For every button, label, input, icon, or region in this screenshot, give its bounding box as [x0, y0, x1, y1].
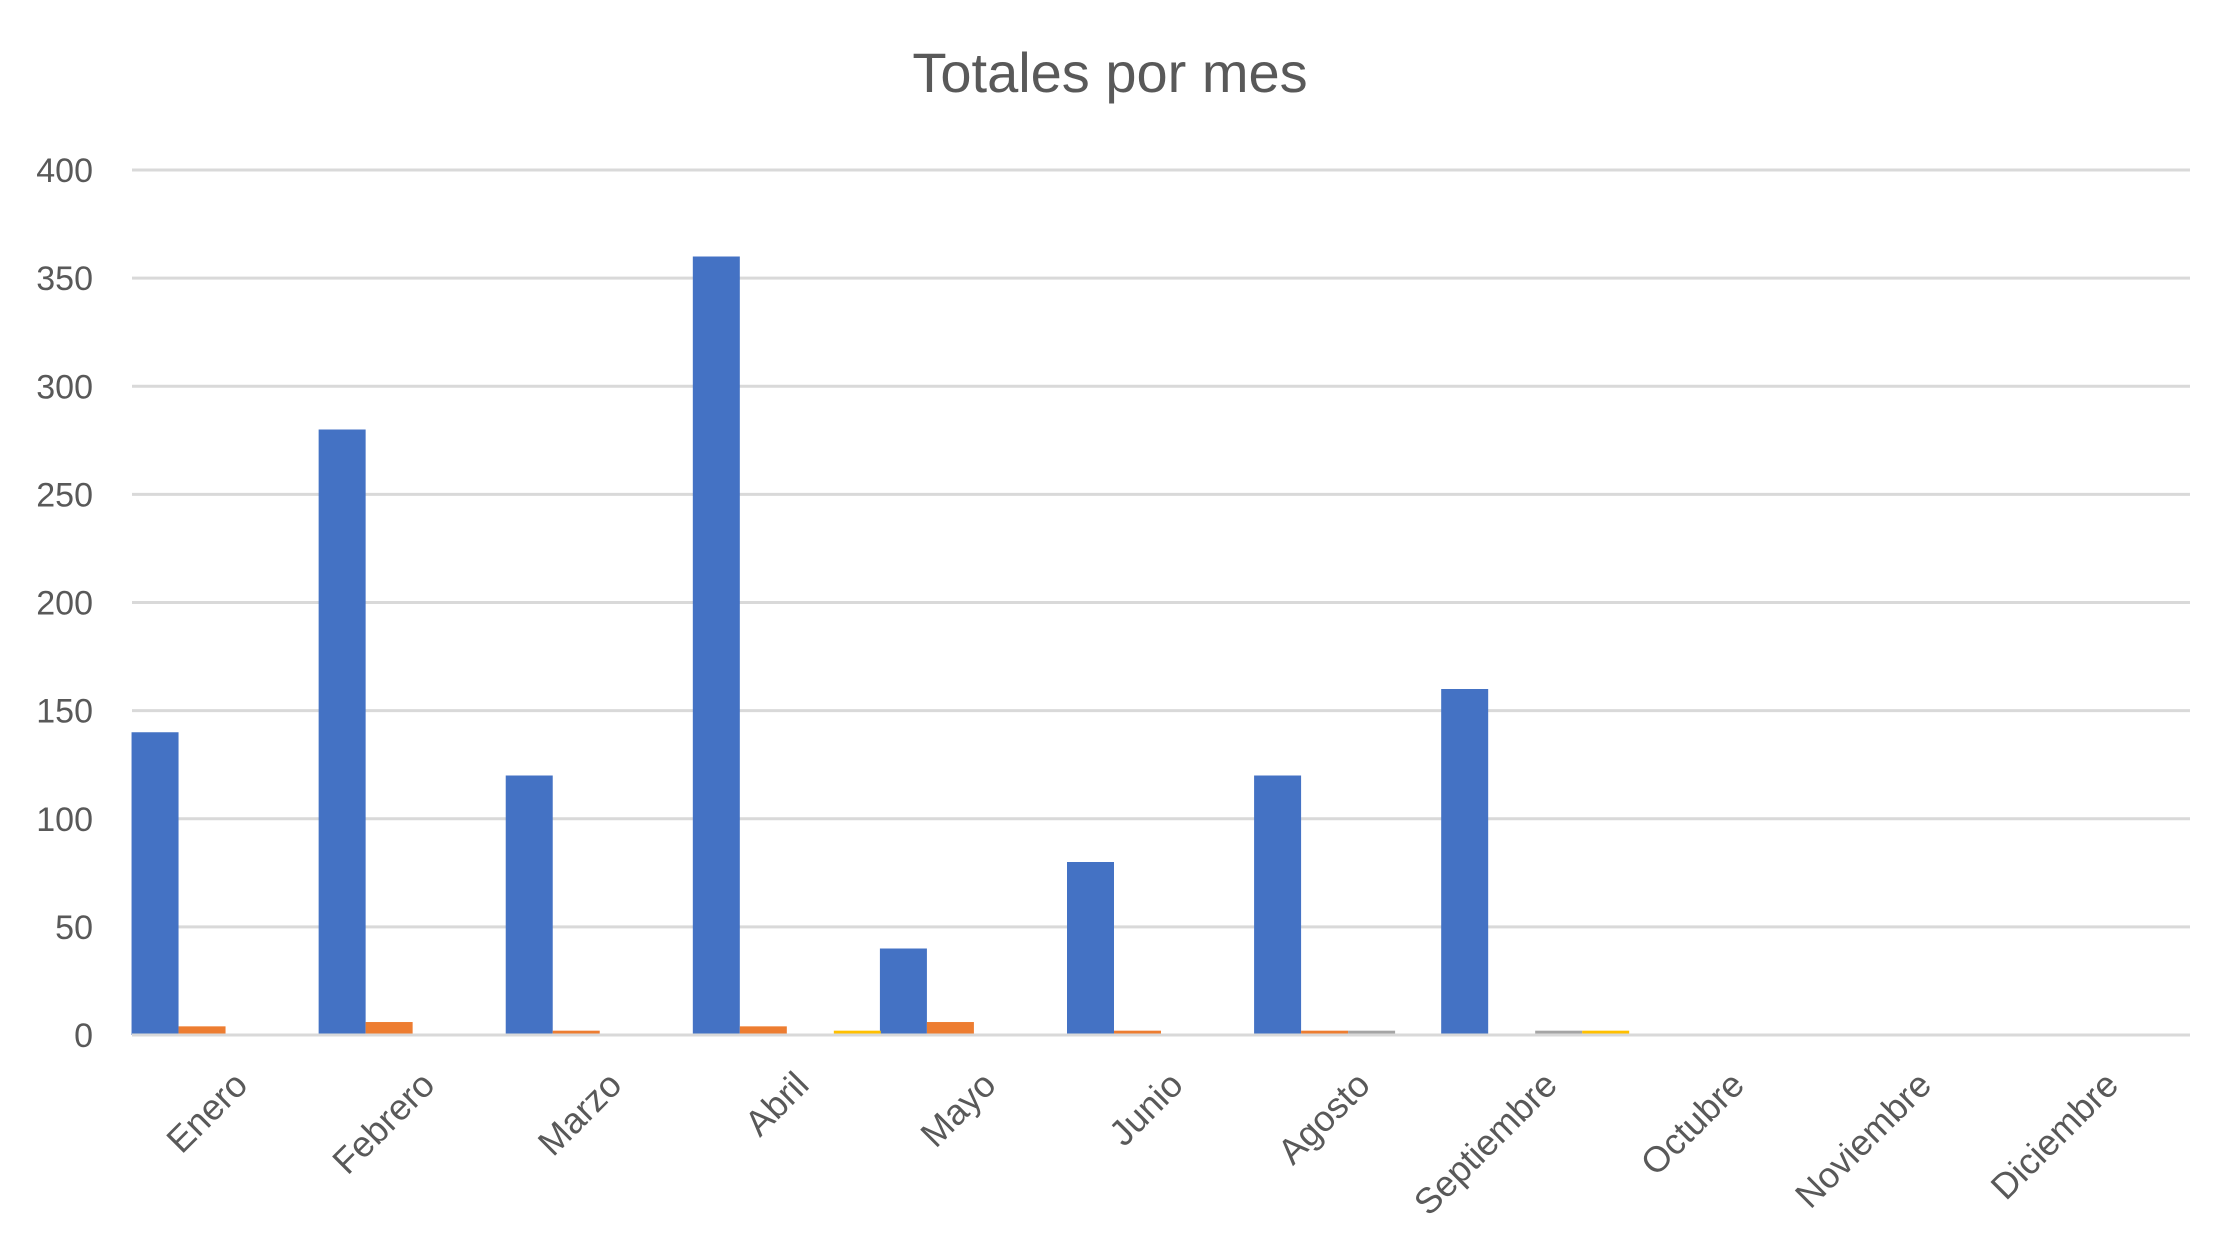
bar [1254, 775, 1302, 1035]
bar [1114, 1030, 1161, 1035]
bar [1582, 1030, 1630, 1035]
x-tick-label: Marzo [530, 1064, 630, 1164]
gridlines [132, 168, 2190, 929]
x-tick-label: Mayo [912, 1064, 1003, 1155]
x-tick-label: Octubre [1632, 1064, 1752, 1184]
x-tick-label: Febrero [324, 1064, 442, 1182]
x-axis-labels: Enero Febrero Marzo Abril Mayo Junio Agosto Sep… [158, 1064, 2126, 1223]
bar [692, 256, 740, 1035]
x-tick-label: Septiembre [1406, 1064, 1565, 1223]
bar [1441, 689, 1489, 1035]
x-tick-label: Enero [158, 1064, 255, 1161]
bar [926, 1022, 974, 1035]
x-tick-label: Diciembre [1983, 1064, 2127, 1208]
y-tick-label: 100 [36, 801, 93, 839]
bar [1301, 1030, 1349, 1035]
bar [879, 948, 927, 1035]
y-tick-label: 400 [36, 152, 93, 190]
bar [318, 429, 366, 1035]
y-axis-ticks: 0 50 100 150 200 250 300 350 400 [36, 152, 93, 1055]
y-tick-label: 350 [36, 260, 93, 298]
x-tick-label: Abril [737, 1064, 817, 1144]
bar [131, 732, 179, 1035]
y-tick-label: 0 [74, 1017, 93, 1055]
bar [833, 1030, 881, 1035]
y-tick-label: 250 [36, 476, 93, 514]
bar [552, 1030, 600, 1035]
bar [178, 1026, 226, 1035]
x-tick-label: Junio [1101, 1064, 1191, 1154]
chart-title: Totales por mes [912, 41, 1307, 104]
x-tick-label: Agosto [1270, 1064, 1378, 1172]
x-tick-label: Noviembre [1787, 1064, 1939, 1216]
bar [1348, 1030, 1396, 1035]
bar [505, 775, 553, 1035]
bars [131, 256, 1630, 1035]
y-tick-label: 200 [36, 585, 93, 623]
y-tick-label: 150 [36, 693, 93, 731]
bar [1535, 1030, 1583, 1035]
bar [739, 1026, 787, 1035]
bar [365, 1022, 413, 1035]
y-tick-label: 50 [55, 909, 93, 947]
bar [1067, 862, 1114, 1035]
y-tick-label: 300 [36, 368, 93, 406]
